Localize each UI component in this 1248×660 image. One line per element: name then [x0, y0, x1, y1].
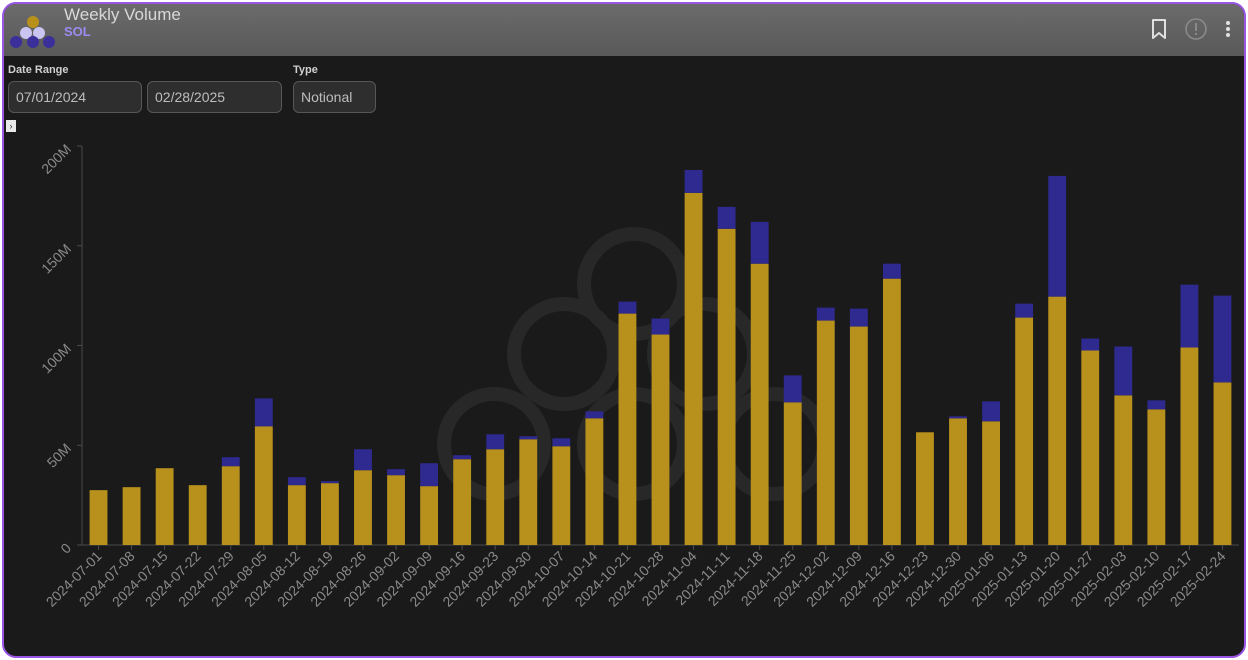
bar-segment-gold[interactable] [750, 263, 769, 545]
bar-segment-gold[interactable] [486, 449, 505, 545]
bar-segment-gold[interactable] [916, 432, 934, 545]
bar-segment-blue[interactable] [882, 263, 901, 279]
bar-segment-gold[interactable] [155, 468, 174, 545]
expand-toggle-icon[interactable]: › [6, 120, 16, 132]
bar-segment-blue[interactable] [849, 308, 868, 327]
bar-segment-blue[interactable] [651, 318, 670, 335]
logo-icon [10, 16, 55, 48]
bar-segment-blue[interactable] [221, 457, 240, 467]
bar-segment-gold[interactable] [618, 313, 637, 545]
bar-segment-blue[interactable] [618, 301, 637, 314]
bar-segment-gold[interactable] [849, 326, 868, 545]
bar-segment-blue[interactable] [387, 469, 405, 476]
y-tick-label: 100M [38, 340, 74, 376]
bar-segment-gold[interactable] [1015, 317, 1034, 545]
bar-segment-gold[interactable] [122, 487, 141, 545]
widget-subtitle: SOL [64, 24, 91, 39]
bar-segment-blue[interactable] [287, 477, 306, 486]
bar-segment-gold[interactable] [354, 470, 372, 545]
bar-segment-blue[interactable] [552, 438, 571, 447]
bar-segment-gold[interactable] [188, 485, 207, 545]
bar-segment-blue[interactable] [1081, 338, 1100, 351]
bar-segment-gold[interactable] [1114, 395, 1133, 545]
bar-segment-blue[interactable] [1048, 175, 1067, 297]
bar-segment-gold[interactable] [585, 418, 604, 545]
y-tick-label: 150M [38, 241, 74, 277]
bar-segment-blue[interactable] [717, 206, 736, 229]
bar-segment-gold[interactable] [453, 459, 472, 545]
bar-segment-gold[interactable] [552, 446, 571, 545]
bar-segment-blue[interactable] [783, 375, 802, 403]
bar-segment-gold[interactable] [717, 228, 736, 546]
bar-segment-blue[interactable] [1147, 400, 1166, 410]
bar-segment-gold[interactable] [1180, 347, 1199, 545]
y-tick-label: 50M [44, 440, 75, 471]
bar-segment-gold[interactable] [420, 486, 439, 545]
bar-segment-blue[interactable] [684, 169, 703, 193]
bar-segment-gold[interactable] [519, 439, 538, 545]
bar-segment-gold[interactable] [684, 192, 703, 545]
bar-segment-blue[interactable] [1180, 284, 1199, 348]
bar-segment-blue[interactable] [420, 463, 439, 487]
bar-segment-gold[interactable] [221, 466, 240, 545]
bar-segment-gold[interactable] [89, 490, 108, 545]
bar-segment-gold[interactable] [1213, 382, 1232, 545]
y-tick-label: 0 [57, 540, 74, 557]
y-tick-label: 200M [38, 141, 74, 177]
bar-segment-blue[interactable] [1015, 303, 1034, 318]
bar-segment-gold[interactable] [287, 485, 306, 545]
bar-segment-blue[interactable] [1213, 295, 1232, 383]
bar-segment-gold[interactable] [949, 418, 967, 545]
end-date-input[interactable]: 02/28/2025 [147, 81, 282, 113]
date-range-label: Date Range [8, 64, 69, 76]
bar-segment-gold[interactable] [816, 320, 835, 545]
bar-segment-blue[interactable] [949, 416, 967, 419]
bar-segment-blue[interactable] [1114, 346, 1133, 396]
bar-segment-gold[interactable] [1048, 296, 1067, 545]
bar-segment-gold[interactable] [254, 426, 273, 545]
bar-segment-gold[interactable] [321, 483, 339, 545]
bar-segment-gold[interactable] [1081, 350, 1100, 545]
info-icon[interactable] [1184, 17, 1208, 41]
controls-bar: Date Range 07/01/2024 02/28/2025 Type No… [4, 56, 1244, 120]
bookmark-icon[interactable] [1147, 17, 1171, 41]
bar-segment-blue[interactable] [321, 481, 339, 484]
type-label: Type [293, 64, 318, 76]
more-vertical-icon[interactable] [1222, 17, 1234, 41]
bar-segment-blue[interactable] [354, 449, 372, 471]
bar-segment-gold[interactable] [882, 278, 901, 545]
bar-segment-blue[interactable] [519, 436, 538, 440]
bar-segment-blue[interactable] [453, 455, 472, 460]
bar-segment-blue[interactable] [750, 221, 769, 264]
widget-title: Weekly Volume [64, 5, 181, 24]
bar-segment-gold[interactable] [982, 421, 1000, 545]
bar-segment-blue[interactable] [982, 401, 1000, 422]
bar-segment-gold[interactable] [387, 475, 405, 545]
bar-segment-gold[interactable] [783, 402, 802, 545]
widget-header: Weekly Volume SOL [4, 4, 1244, 56]
bar-segment-gold[interactable] [1147, 409, 1166, 545]
bar-segment-blue[interactable] [486, 434, 505, 450]
bar-segment-blue[interactable] [585, 411, 604, 419]
volume-chart: 050M100M150M200M2024-07-012024-07-082024… [38, 141, 1239, 610]
type-select[interactable]: Notional [293, 81, 376, 113]
bar-segment-blue[interactable] [254, 398, 273, 427]
bar-segment-gold[interactable] [651, 334, 670, 545]
bar-segment-blue[interactable] [816, 307, 835, 321]
start-date-input[interactable]: 07/01/2024 [8, 81, 142, 113]
